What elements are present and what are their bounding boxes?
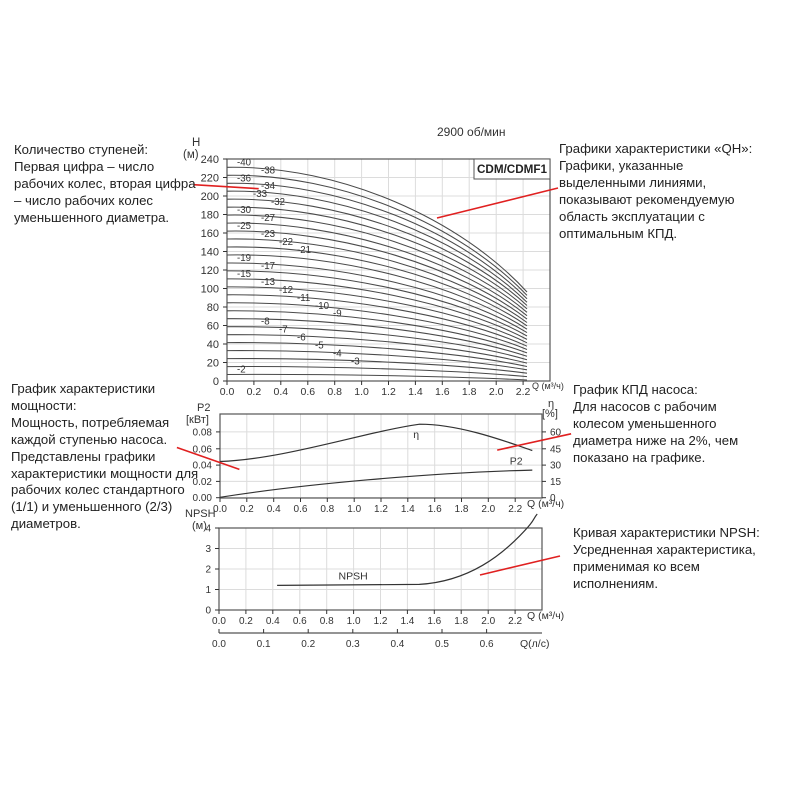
svg-text:-17: -17 bbox=[261, 261, 275, 272]
svg-text:1.4: 1.4 bbox=[401, 504, 415, 515]
svg-text:15: 15 bbox=[550, 477, 562, 488]
svg-text:-3: -3 bbox=[351, 357, 360, 368]
svg-text:1.4: 1.4 bbox=[408, 386, 423, 398]
svg-text:220: 220 bbox=[201, 173, 219, 185]
svg-text:120: 120 bbox=[201, 265, 219, 277]
svg-text:-23: -23 bbox=[261, 229, 275, 240]
svg-text:Q (м³/ч): Q (м³/ч) bbox=[527, 610, 564, 622]
svg-text:2.0: 2.0 bbox=[481, 504, 495, 515]
svg-text:Q(л/с): Q(л/с) bbox=[520, 638, 549, 650]
svg-text:1.2: 1.2 bbox=[381, 386, 396, 398]
svg-text:-7: -7 bbox=[279, 325, 288, 336]
svg-text:0.2: 0.2 bbox=[301, 639, 315, 650]
svg-text:0.8: 0.8 bbox=[327, 386, 342, 398]
svg-text:1.4: 1.4 bbox=[400, 616, 414, 627]
svg-text:0.4: 0.4 bbox=[390, 639, 404, 650]
svg-text:-30: -30 bbox=[237, 205, 252, 216]
svg-text:-33: -33 bbox=[253, 189, 267, 200]
svg-text:30: 30 bbox=[550, 461, 562, 472]
svg-text:1.8: 1.8 bbox=[455, 504, 469, 515]
svg-text:0.5: 0.5 bbox=[435, 639, 449, 650]
svg-text:240: 240 bbox=[201, 154, 219, 166]
svg-text:0.6: 0.6 bbox=[293, 616, 307, 627]
svg-text:1.6: 1.6 bbox=[427, 616, 441, 627]
svg-text:1.8: 1.8 bbox=[454, 616, 468, 627]
svg-text:0.0: 0.0 bbox=[212, 639, 226, 650]
svg-text:-38: -38 bbox=[261, 165, 275, 176]
svg-text:45: 45 bbox=[550, 444, 562, 455]
svg-text:100: 100 bbox=[201, 284, 219, 296]
svg-text:-10: -10 bbox=[315, 301, 330, 312]
svg-text:2.2: 2.2 bbox=[508, 616, 522, 627]
svg-text:-13: -13 bbox=[261, 277, 275, 288]
svg-text:1.0: 1.0 bbox=[347, 504, 361, 515]
svg-text:-27: -27 bbox=[261, 213, 275, 224]
svg-text:4: 4 bbox=[205, 524, 211, 535]
svg-text:-22: -22 bbox=[279, 237, 293, 248]
svg-text:1.8: 1.8 bbox=[462, 386, 477, 398]
svg-text:0.2: 0.2 bbox=[239, 616, 253, 627]
svg-text:1.6: 1.6 bbox=[435, 386, 450, 398]
svg-text:0.8: 0.8 bbox=[320, 504, 334, 515]
svg-text:η: η bbox=[413, 429, 419, 441]
svg-text:0.1: 0.1 bbox=[257, 639, 271, 650]
svg-text:0.2: 0.2 bbox=[247, 386, 262, 398]
svg-text:0.0: 0.0 bbox=[220, 386, 235, 398]
svg-text:0.2: 0.2 bbox=[240, 504, 254, 515]
svg-text:160: 160 bbox=[201, 228, 219, 240]
svg-text:1: 1 bbox=[205, 585, 211, 596]
svg-text:140: 140 bbox=[201, 247, 219, 259]
svg-text:-2: -2 bbox=[237, 365, 246, 376]
svg-text:Q (м³/ч): Q (м³/ч) bbox=[532, 381, 564, 391]
svg-text:0.3: 0.3 bbox=[346, 639, 360, 650]
svg-text:0: 0 bbox=[205, 606, 211, 617]
svg-text:-6: -6 bbox=[297, 333, 306, 344]
svg-text:1.6: 1.6 bbox=[428, 504, 442, 515]
svg-text:0.6: 0.6 bbox=[480, 639, 494, 650]
svg-text:180: 180 bbox=[201, 210, 219, 222]
svg-text:1.0: 1.0 bbox=[347, 616, 361, 627]
svg-text:2.2: 2.2 bbox=[508, 504, 522, 515]
svg-text:-36: -36 bbox=[237, 173, 251, 184]
svg-text:[%]: [%] bbox=[542, 408, 558, 420]
svg-text:60: 60 bbox=[207, 321, 219, 333]
svg-text:2900 об/мин: 2900 об/мин bbox=[437, 125, 506, 139]
svg-text:-5: -5 bbox=[315, 341, 324, 352]
svg-text:0: 0 bbox=[213, 376, 219, 388]
svg-text:-15: -15 bbox=[237, 269, 251, 280]
svg-text:-4: -4 bbox=[333, 349, 342, 360]
svg-text:CDM/CDMF1: CDM/CDMF1 bbox=[477, 162, 547, 176]
svg-text:2.0: 2.0 bbox=[481, 616, 495, 627]
svg-text:NPSH: NPSH bbox=[339, 570, 368, 582]
svg-text:3: 3 bbox=[205, 544, 211, 555]
svg-text:2.2: 2.2 bbox=[516, 386, 531, 398]
svg-text:0.4: 0.4 bbox=[266, 616, 280, 627]
svg-text:200: 200 bbox=[201, 191, 219, 203]
svg-text:-8: -8 bbox=[261, 317, 270, 328]
svg-text:-12: -12 bbox=[279, 285, 293, 296]
svg-text:Q (м³/ч): Q (м³/ч) bbox=[527, 498, 564, 510]
svg-text:80: 80 bbox=[207, 302, 219, 314]
svg-text:2: 2 bbox=[205, 565, 211, 576]
svg-text:0.6: 0.6 bbox=[300, 386, 315, 398]
svg-text:0.4: 0.4 bbox=[267, 504, 281, 515]
svg-text:-21: -21 bbox=[297, 245, 311, 256]
svg-text:0.6: 0.6 bbox=[294, 504, 308, 515]
svg-text:2.0: 2.0 bbox=[489, 386, 504, 398]
svg-text:40: 40 bbox=[207, 339, 219, 351]
svg-text:1.2: 1.2 bbox=[374, 504, 388, 515]
svg-text:0.4: 0.4 bbox=[273, 386, 288, 398]
svg-text:-40: -40 bbox=[237, 157, 252, 168]
svg-text:1.2: 1.2 bbox=[374, 616, 388, 627]
svg-text:-32: -32 bbox=[271, 197, 285, 208]
svg-text:0.0: 0.0 bbox=[212, 616, 226, 627]
svg-text:-25: -25 bbox=[237, 221, 251, 232]
svg-text:20: 20 bbox=[207, 358, 219, 370]
svg-text:-11: -11 bbox=[297, 293, 310, 304]
svg-text:0.8: 0.8 bbox=[320, 616, 334, 627]
svg-text:-19: -19 bbox=[237, 253, 251, 264]
svg-text:-9: -9 bbox=[333, 309, 342, 320]
svg-text:P2: P2 bbox=[510, 456, 523, 468]
svg-text:1.0: 1.0 bbox=[354, 386, 369, 398]
